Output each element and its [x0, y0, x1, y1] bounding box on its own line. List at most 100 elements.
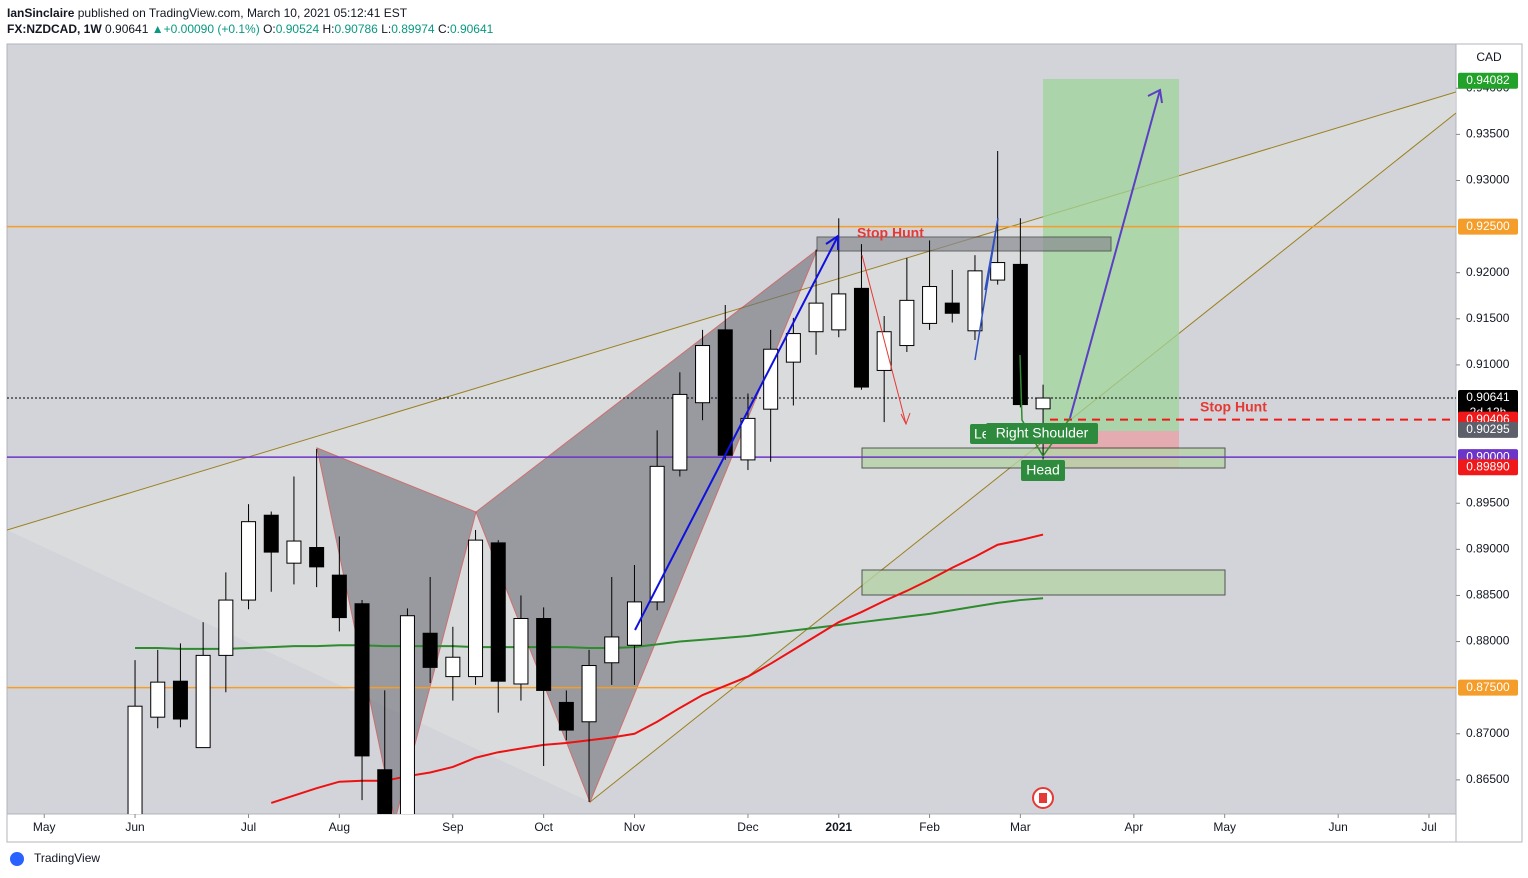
annotation: Le — [974, 426, 990, 442]
annotation: Head — [1026, 462, 1059, 478]
arrow-head — [900, 412, 911, 426]
x-tick-label: Jun — [125, 820, 144, 834]
publish-line: IanSinclaire published on TradingView.co… — [7, 5, 493, 21]
change: +0.00090 (+0.1%) — [163, 22, 260, 36]
mini-pattern — [974, 217, 999, 361]
c-value: 0.90641 — [449, 22, 494, 36]
x-tick-label: Dec — [737, 820, 758, 834]
y-tick-label: 0.93500 — [1466, 127, 1510, 141]
x-tick-label: Feb — [919, 820, 940, 834]
x-tick-label: Oct — [534, 820, 553, 834]
candle-layer — [127, 150, 1051, 814]
moving-average — [270, 533, 1044, 804]
candle-body — [922, 286, 938, 324]
candle-body — [377, 769, 393, 814]
y-tick-label: 0.88500 — [1466, 588, 1510, 602]
x-tick-label: May — [33, 820, 56, 834]
price-badge — [1458, 459, 1518, 476]
price-badge-label: 0.87500 — [1466, 680, 1510, 694]
price-badge — [1458, 421, 1518, 438]
o-label: O: — [263, 22, 276, 36]
candle-body — [172, 680, 188, 720]
arrow — [861, 254, 907, 425]
candle-body — [581, 665, 597, 723]
x-tick-label: 2021 — [825, 820, 852, 834]
h-label: H: — [322, 22, 335, 36]
x-tick-label: Apr — [1125, 820, 1144, 834]
price-badge-label: 0.90295 — [1466, 422, 1510, 436]
candle-body — [785, 333, 801, 363]
candle-body — [263, 514, 279, 553]
candle-body — [672, 393, 688, 471]
candle-body — [1012, 263, 1028, 406]
y-tick-label: 0.91000 — [1466, 357, 1510, 371]
candle-body — [831, 293, 847, 331]
annotation: Right Shoulder — [996, 425, 1089, 441]
x-tick-label: Aug — [329, 820, 350, 834]
candle-body — [286, 540, 302, 564]
candle-body — [808, 302, 824, 333]
labels-layer: 0.86500 0.87000 0.88000 0.88500 0.89000 0.895… — [33, 50, 1518, 834]
c-label: C: — [437, 22, 450, 36]
y-tick-label: 0.91500 — [1466, 311, 1510, 325]
price-axis — [1455, 43, 1523, 843]
up-arrow: ▲ — [151, 22, 164, 36]
arrows — [634, 88, 1163, 809]
y-tick-label: 0.86500 — [1466, 772, 1510, 786]
time-axis — [6, 813, 1457, 843]
candle-body — [536, 618, 552, 691]
x-tick-label: Sep — [442, 820, 464, 834]
candle-body — [944, 302, 960, 314]
overlay-layer — [135, 533, 1044, 804]
price-badge-label: 0.94082 — [1466, 73, 1510, 87]
candle-body — [309, 546, 325, 568]
candle-body — [195, 654, 211, 749]
x-tick-label: Jul — [241, 820, 256, 834]
y-tick-label: 0.92000 — [1466, 265, 1510, 279]
candle-body — [558, 701, 574, 731]
label-box — [1021, 460, 1065, 481]
event-flag-icon — [1039, 793, 1047, 803]
candle-body — [127, 705, 143, 814]
y-tick-label: 0.89000 — [1466, 542, 1510, 556]
candle-body — [422, 632, 438, 668]
candle-body — [331, 574, 347, 619]
h-value: 0.90786 — [334, 22, 378, 36]
arrow-head — [825, 234, 839, 250]
price-badge — [1458, 679, 1518, 696]
symbol-line: FX:NZDCAD, 1W 0.90641 ▲+0.00090 (+0.1%) … — [7, 21, 493, 37]
candle-body — [740, 417, 756, 461]
o-value: 0.90524 — [275, 22, 320, 36]
candle-body — [445, 656, 461, 678]
candle-body — [876, 331, 892, 371]
candle-body — [513, 618, 529, 685]
zone-box — [816, 236, 1112, 252]
candle-body — [695, 345, 711, 404]
arrow-head — [1147, 88, 1163, 104]
candle-body — [649, 465, 665, 603]
profit-zone — [1043, 79, 1179, 431]
price-badge-label: 0.89890 — [1466, 459, 1510, 473]
x-tick-label: Jul — [1421, 820, 1436, 834]
x-tick-label: May — [1213, 820, 1236, 834]
price-badge — [1458, 218, 1518, 235]
x-tick-label: Nov — [624, 820, 645, 834]
y-tick-label: 0.89500 — [1466, 495, 1510, 509]
l-value: 0.89974 — [391, 22, 435, 36]
candle-body — [1035, 397, 1051, 410]
published: published on TradingView.com, March 10, … — [77, 6, 408, 20]
candle-body — [150, 681, 166, 718]
candle-body — [604, 636, 620, 664]
symbol: FX:NZDCAD, 1W — [7, 22, 102, 36]
candle-body — [468, 539, 484, 678]
currency: CAD — [1476, 50, 1502, 64]
arrow — [634, 235, 839, 631]
last: 0.90641 — [105, 22, 149, 36]
arrow — [1069, 89, 1161, 419]
price-badge — [1458, 72, 1518, 89]
l-label: L: — [381, 22, 392, 36]
candle-body — [241, 521, 257, 601]
annotation: Stop Hunt — [857, 225, 924, 241]
